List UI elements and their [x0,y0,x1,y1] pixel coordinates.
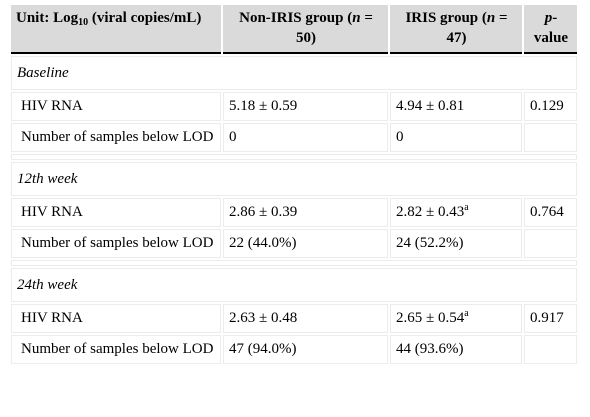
p-value: 0.764 [524,198,577,227]
iris-value: 2.82 ± 0.43a [390,198,522,227]
spacer-row [11,154,577,160]
table-row: Number of samples below LOD 22 (44.0%) 2… [11,229,577,258]
non-iris-value: 0 [223,123,388,152]
non-iris-value: 5.18 ± 0.59 [223,92,388,121]
section-title: 12th week [11,162,577,196]
table-row: HIV RNA 5.18 ± 0.59 4.94 ± 0.81 0.129 [11,92,577,121]
section-title: 24th week [11,268,577,302]
non-iris-value: 47 (94.0%) [223,335,388,364]
header-non-iris-group: Non-IRIS group (n = 50) [223,5,388,54]
row-label: Number of samples below LOD [11,229,221,258]
iris-value: 24 (52.2%) [390,229,522,258]
viral-load-table: Unit: Log10 (viral copies/mL) Non-IRIS g… [9,3,579,366]
section-title: Baseline [11,56,577,90]
table-header-row: Unit: Log10 (viral copies/mL) Non-IRIS g… [11,5,577,54]
iris-value: 4.94 ± 0.81 [390,92,522,121]
p-value [524,123,577,152]
p-value [524,229,577,258]
row-label: HIV RNA [11,198,221,227]
header-unit: Unit: Log10 (viral copies/mL) [11,5,221,54]
header-p-value: p-value [524,5,577,54]
non-iris-value: 2.63 ± 0.48 [223,304,388,333]
row-label: HIV RNA [11,92,221,121]
table-row: Number of samples below LOD 0 0 [11,123,577,152]
iris-value: 0 [390,123,522,152]
iris-value: 2.65 ± 0.54a [390,304,522,333]
table-row: Number of samples below LOD 47 (94.0%) 4… [11,335,577,364]
non-iris-value: 22 (44.0%) [223,229,388,258]
p-value: 0.129 [524,92,577,121]
p-value: 0.917 [524,304,577,333]
section-row: 24th week [11,268,577,302]
iris-value: 44 (93.6%) [390,335,522,364]
row-label: Number of samples below LOD [11,335,221,364]
section-row: Baseline [11,56,577,90]
p-value [524,335,577,364]
row-label: Number of samples below LOD [11,123,221,152]
table-row: HIV RNA 2.86 ± 0.39 2.82 ± 0.43a 0.764 [11,198,577,227]
table-row: HIV RNA 2.63 ± 0.48 2.65 ± 0.54a 0.917 [11,304,577,333]
section-row: 12th week [11,162,577,196]
header-iris-group: IRIS group (n = 47) [390,5,522,54]
row-label: HIV RNA [11,304,221,333]
spacer-row [11,260,577,266]
non-iris-value: 2.86 ± 0.39 [223,198,388,227]
